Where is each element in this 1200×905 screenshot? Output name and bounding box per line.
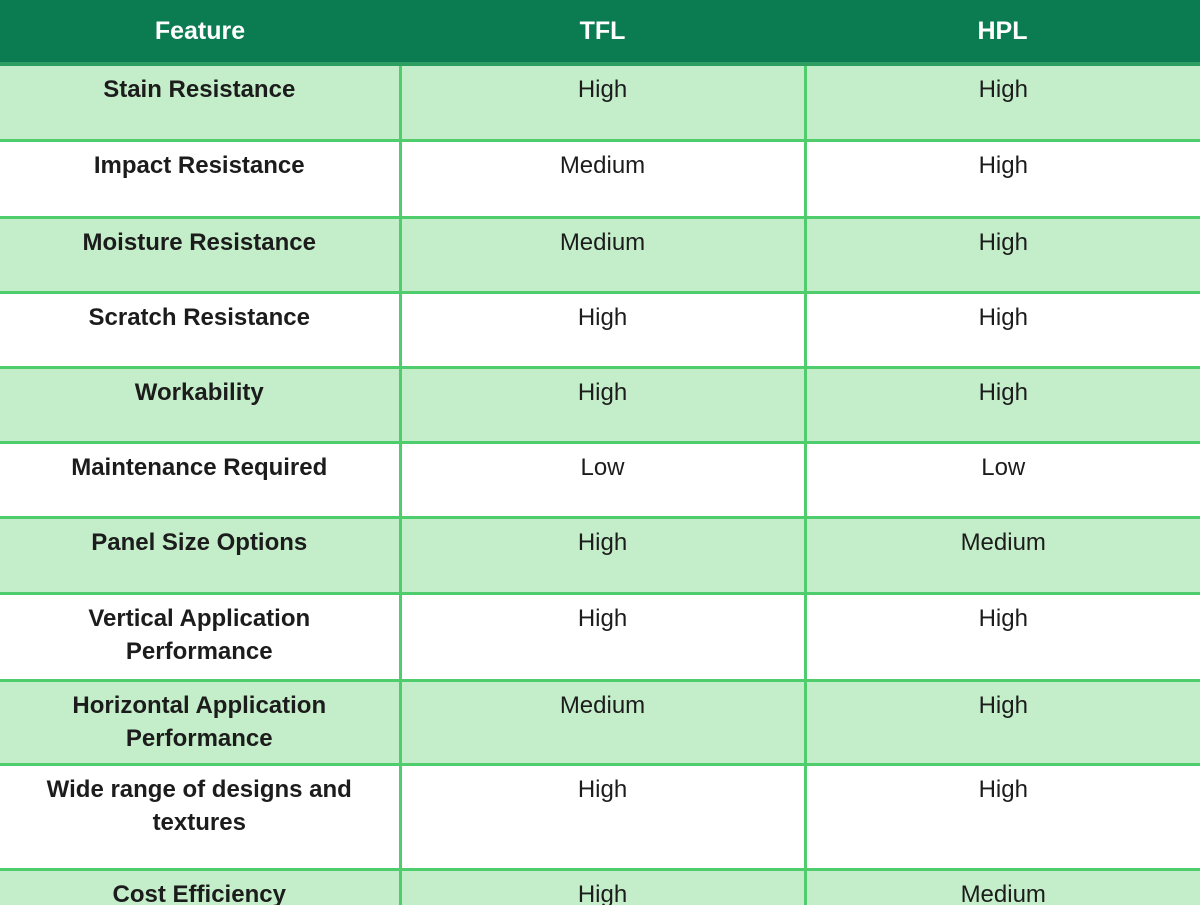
table-row: Wide range of designs and textures High Hi…	[0, 763, 1200, 871]
feature-name-cell: Stain Resistance	[0, 64, 402, 142]
feature-name-cell: Scratch Resistance	[0, 291, 402, 369]
header-cell-hpl: HPL	[805, 0, 1200, 66]
header-cell-tfl: TFL	[400, 0, 805, 66]
hpl-value-cell: High	[803, 592, 1200, 682]
table-row: Moisture Resistance Medium High	[0, 216, 1200, 294]
table-row: Workability High High	[0, 366, 1200, 444]
feature-name-cell: Workability	[0, 366, 402, 444]
feature-name-cell: Wide range of designs and textures	[0, 763, 402, 871]
hpl-value-cell: High	[803, 763, 1200, 871]
feature-name-cell: Maintenance Required	[0, 441, 402, 519]
table-row: Stain Resistance High High	[0, 64, 1200, 142]
hpl-value-cell: Low	[803, 441, 1200, 519]
hpl-value-cell: High	[803, 139, 1200, 219]
feature-name-cell: Impact Resistance	[0, 139, 402, 219]
table-row: Impact Resistance Medium High	[0, 139, 1200, 219]
header-cell-feature: Feature	[0, 0, 400, 66]
tfl-value-cell: Medium	[398, 216, 807, 294]
tfl-value-cell: High	[398, 592, 807, 682]
tfl-value-cell: High	[398, 291, 807, 369]
table-row: Cost Efficiency High Medium	[0, 868, 1200, 905]
tfl-value-cell: High	[398, 763, 807, 871]
table-body: Stain Resistance High High Impact Resistanc…	[0, 64, 1200, 905]
tfl-value-cell: High	[398, 516, 807, 595]
feature-name-cell: Horizontal Application Performance	[0, 679, 402, 766]
hpl-value-cell: High	[803, 679, 1200, 766]
feature-name-cell: Vertical Application Performance	[0, 592, 402, 682]
tfl-value-cell: Low	[398, 441, 807, 519]
table-row: Scratch Resistance High High	[0, 291, 1200, 369]
table-row: Horizontal Application Performance Medium…	[0, 679, 1200, 766]
table-row: Panel Size Options High Medium	[0, 516, 1200, 595]
feature-name-cell: Cost Efficiency	[0, 868, 402, 905]
hpl-value-cell: High	[803, 366, 1200, 444]
table-row: Maintenance Required Low Low	[0, 441, 1200, 519]
hpl-value-cell: Medium	[803, 516, 1200, 595]
tfl-value-cell: High	[398, 366, 807, 444]
tfl-value-cell: Medium	[398, 139, 807, 219]
feature-name-cell: Panel Size Options	[0, 516, 402, 595]
feature-name-cell: Moisture Resistance	[0, 216, 402, 294]
hpl-value-cell: Medium	[803, 868, 1200, 905]
table-row: Vertical Application Performance High High	[0, 592, 1200, 682]
hpl-value-cell: High	[803, 216, 1200, 294]
hpl-value-cell: High	[803, 291, 1200, 369]
tfl-value-cell: High	[398, 868, 807, 905]
table-header: Feature TFL HPL	[0, 0, 1200, 66]
tfl-value-cell: Medium	[398, 679, 807, 766]
header-row: Feature TFL HPL	[0, 0, 1200, 66]
hpl-value-cell: High	[803, 64, 1200, 142]
tfl-value-cell: High	[398, 64, 807, 142]
